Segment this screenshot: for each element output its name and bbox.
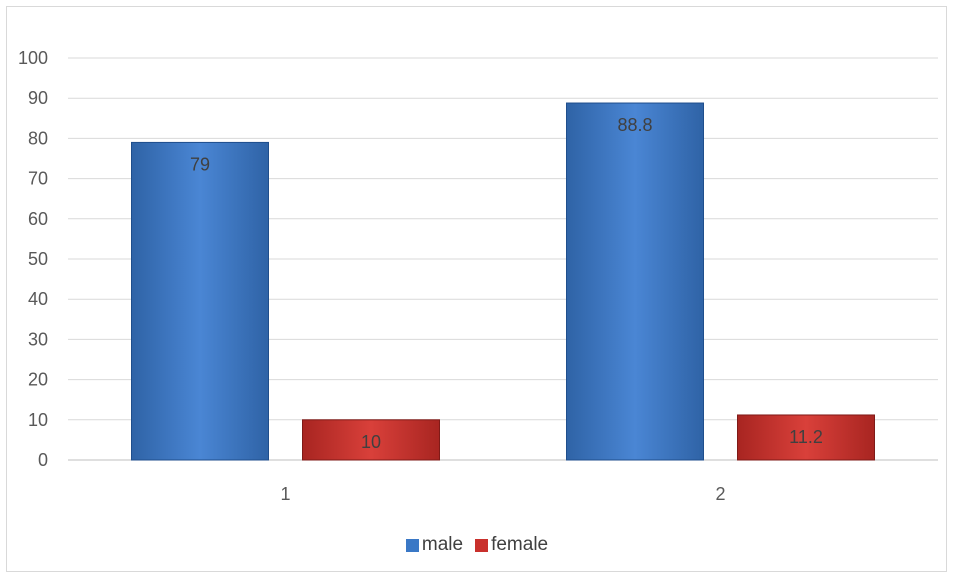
y-tick-label: 80 (28, 128, 48, 148)
legend-label-male: male (421, 534, 464, 555)
y-tick-label: 30 (28, 329, 48, 349)
legend-item-male: male (405, 534, 464, 556)
y-tick-label: 100 (18, 48, 48, 68)
legend-item-female: female (475, 534, 548, 556)
data-label-female-1: 10 (361, 432, 381, 452)
bar-female-1 (302, 419, 440, 461)
data-label-male-2: 88.8 (617, 115, 652, 135)
bar-male-1 (131, 141, 269, 461)
data-label-female-2: 11.2 (789, 427, 823, 447)
bars: 79 10 88.8 11.2 (131, 102, 875, 461)
y-tick-label: 40 (28, 289, 48, 309)
bar-male-2 (566, 102, 704, 461)
bar-female-2 (737, 414, 875, 461)
legend: male female (0, 534, 954, 556)
y-tick-label: 10 (28, 410, 48, 430)
legend-label-female: female (491, 534, 549, 555)
x-tick-label: 2 (715, 484, 725, 504)
y-tick-label: 50 (28, 249, 48, 269)
x-tick-label: 1 (280, 484, 290, 504)
y-tick-label: 90 (28, 88, 48, 108)
y-tick-label: 0 (38, 450, 48, 470)
legend-swatch-female (475, 538, 489, 552)
y-tick-label: 60 (28, 209, 48, 229)
data-label-male-1: 79 (190, 154, 210, 174)
y-tick-label: 70 (28, 169, 48, 189)
legend-swatch-male (405, 538, 419, 552)
y-axis: 0 10 20 30 40 50 60 70 80 90 100 (18, 48, 48, 470)
y-tick-label: 20 (28, 370, 48, 390)
